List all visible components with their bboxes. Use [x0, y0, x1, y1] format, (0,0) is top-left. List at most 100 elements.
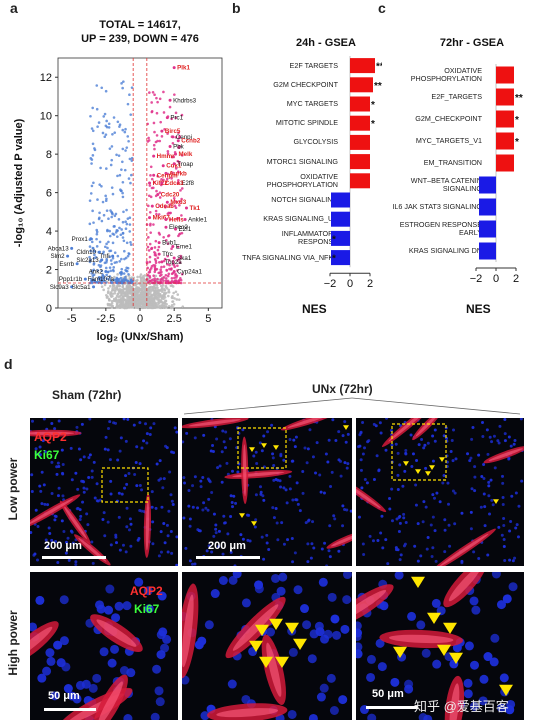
nucleus	[503, 439, 507, 443]
nucleus	[323, 541, 327, 545]
point-ns	[127, 300, 130, 304]
nucleus	[272, 516, 276, 520]
gsea-category-label: E2F TARGETS	[289, 60, 338, 70]
point-ns	[139, 273, 143, 276]
nucleus	[184, 546, 188, 550]
nucleus	[483, 524, 487, 528]
point-down	[108, 234, 112, 238]
zoom-box	[101, 467, 149, 503]
gsea-bar	[350, 115, 370, 131]
nucleus	[117, 515, 121, 519]
nucleus	[361, 542, 365, 546]
nucleus	[419, 554, 423, 558]
nucleus	[366, 672, 376, 682]
nucleus	[124, 474, 128, 478]
nucleus	[337, 549, 341, 553]
point-up	[179, 256, 183, 260]
micro-high-unx1	[182, 572, 352, 720]
nucleus	[35, 595, 45, 605]
point-down	[97, 217, 101, 221]
gene-point	[172, 256, 176, 260]
nucleus	[224, 430, 228, 434]
gsea-tick-label: 2	[513, 273, 519, 285]
nucleus	[156, 650, 166, 660]
nucleus	[390, 487, 394, 491]
nucleus	[451, 489, 455, 493]
point-down	[125, 146, 129, 149]
point-ns	[108, 284, 112, 288]
point-down	[88, 260, 92, 264]
point-down	[90, 184, 94, 188]
aqp2-highlight	[287, 418, 333, 428]
nucleus	[67, 558, 71, 562]
nucleus	[254, 518, 258, 522]
point-down	[113, 214, 117, 218]
nucleus	[138, 509, 142, 513]
point-down	[122, 272, 126, 275]
nucleus	[217, 529, 221, 533]
point-up	[153, 246, 157, 249]
nucleus	[315, 441, 319, 445]
point-down	[122, 239, 126, 243]
nucleus	[346, 462, 350, 466]
nucleus	[95, 600, 105, 610]
point-down	[117, 154, 121, 157]
nucleus	[241, 428, 245, 432]
nucleus	[470, 437, 474, 441]
point-up	[176, 269, 179, 272]
nucleus	[331, 418, 335, 422]
nucleus	[193, 562, 197, 566]
point-up	[147, 249, 151, 252]
point-up	[155, 96, 158, 100]
point-down	[93, 256, 96, 260]
gene-point	[152, 173, 156, 177]
point-down	[110, 211, 114, 215]
arrowhead	[429, 465, 435, 470]
nucleus	[145, 432, 149, 436]
point-up	[162, 276, 166, 279]
nucleus	[262, 498, 266, 502]
nucleus	[154, 686, 164, 696]
point-down	[92, 181, 95, 185]
nucleus	[159, 530, 163, 534]
point-up	[179, 254, 183, 258]
nucleus	[78, 517, 82, 521]
point-ns	[174, 290, 178, 294]
nucleus	[40, 502, 44, 506]
aqp2-highlight	[30, 431, 75, 435]
point-up	[158, 233, 162, 236]
nucleus	[201, 476, 205, 480]
x-tick-label: 0	[137, 313, 143, 325]
nucleus	[415, 459, 419, 463]
nucleus	[212, 534, 216, 538]
panel-letter-b: b	[232, 0, 241, 16]
nucleus	[158, 459, 162, 463]
point-up	[154, 261, 158, 265]
point-up	[173, 204, 177, 208]
point-up	[177, 279, 181, 283]
point-up	[154, 140, 158, 144]
point-down	[128, 216, 132, 220]
nucleus	[46, 656, 56, 666]
nucleus	[414, 483, 418, 487]
point-up	[153, 277, 157, 280]
gene-label: Ank2	[89, 268, 104, 275]
nucleus	[76, 487, 80, 491]
nucleus	[80, 422, 84, 426]
point-down	[104, 199, 108, 203]
nucleus	[104, 435, 108, 439]
point-down	[100, 281, 103, 285]
nucleus	[378, 421, 382, 425]
nucleus	[501, 502, 505, 506]
point-down	[128, 230, 132, 233]
nucleus	[472, 550, 476, 554]
nucleus	[482, 477, 486, 481]
nucleus	[320, 547, 324, 551]
nucleus	[307, 654, 317, 664]
point-up	[180, 272, 184, 276]
nucleus	[349, 509, 352, 513]
nucleus	[433, 428, 437, 432]
nucleus	[332, 630, 342, 640]
nucleus	[324, 452, 328, 456]
point-up	[153, 147, 156, 151]
